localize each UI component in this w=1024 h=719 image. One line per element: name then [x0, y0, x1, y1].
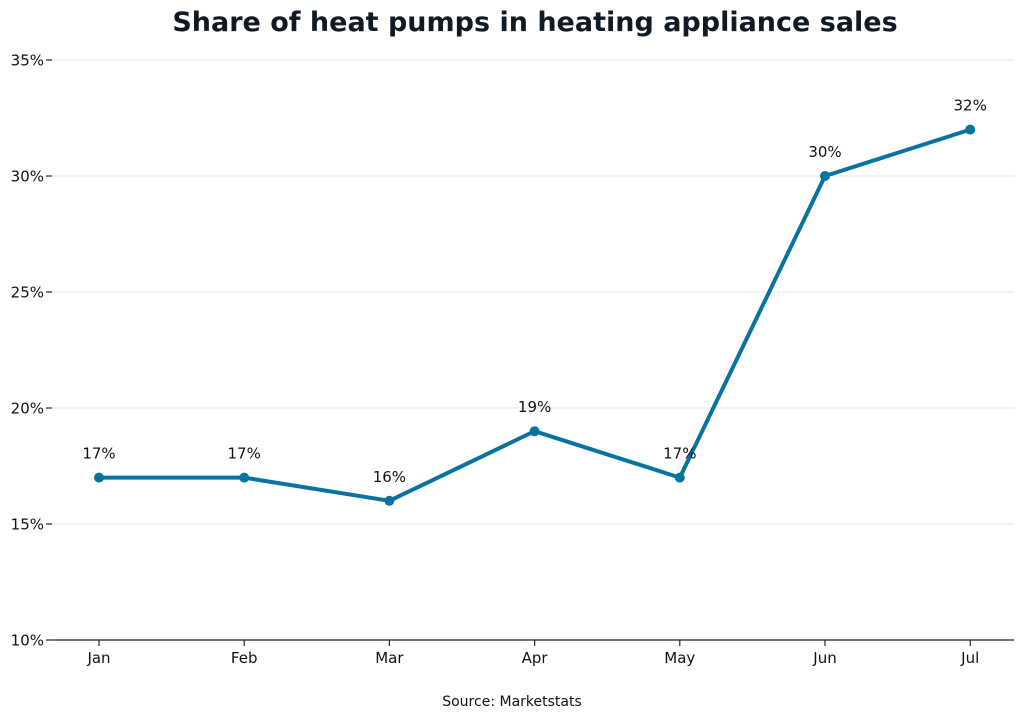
data-label-apr: 19% — [518, 398, 551, 416]
chart-title: Share of heat pumps in heating appliance… — [172, 7, 897, 38]
y-tick-label: 15% — [11, 516, 44, 534]
data-point-feb — [239, 472, 250, 483]
data-point-mar — [384, 495, 395, 506]
x-tick-label-apr: Apr — [522, 649, 549, 667]
x-tick-label-jun: Jun — [812, 649, 836, 667]
data-point-may — [674, 472, 685, 483]
x-tick-label-jul: Jul — [960, 649, 979, 667]
data-label-jan: 17% — [82, 445, 115, 463]
data-labels: 17% 17% 16% 19% 17% 30% 32% — [82, 97, 987, 486]
x-tick-label-feb: Feb — [231, 649, 258, 667]
source-note: Source: Marketstats — [442, 694, 582, 710]
axes: 10% 15% 20% 25% 30% 35% Jan Feb Mar Apr May Jun Jul — [11, 52, 1014, 667]
x-tick-label-jan: Jan — [86, 649, 110, 667]
data-label-feb: 17% — [228, 445, 261, 463]
x-tick-label-may: May — [664, 649, 695, 667]
data-label-jun: 30% — [808, 143, 841, 161]
data-point-apr — [529, 426, 540, 437]
y-tick-label: 25% — [11, 284, 44, 302]
data-point-jan — [94, 472, 104, 483]
y-tick-label: 35% — [11, 52, 44, 70]
data-point-jul — [965, 124, 976, 135]
x-tick-label-mar: Mar — [375, 649, 404, 667]
y-tick-label: 10% — [11, 632, 44, 650]
data-point-jun — [820, 171, 830, 181]
data-label-mar: 16% — [373, 468, 406, 486]
data-label-may: 17% — [663, 445, 696, 463]
y-tick-label: 30% — [11, 168, 44, 186]
data-label-jul: 32% — [954, 97, 987, 115]
series-heat-pump-share — [94, 124, 976, 506]
y-tick-label: 20% — [11, 400, 44, 418]
grid-lines — [52, 59, 1014, 525]
